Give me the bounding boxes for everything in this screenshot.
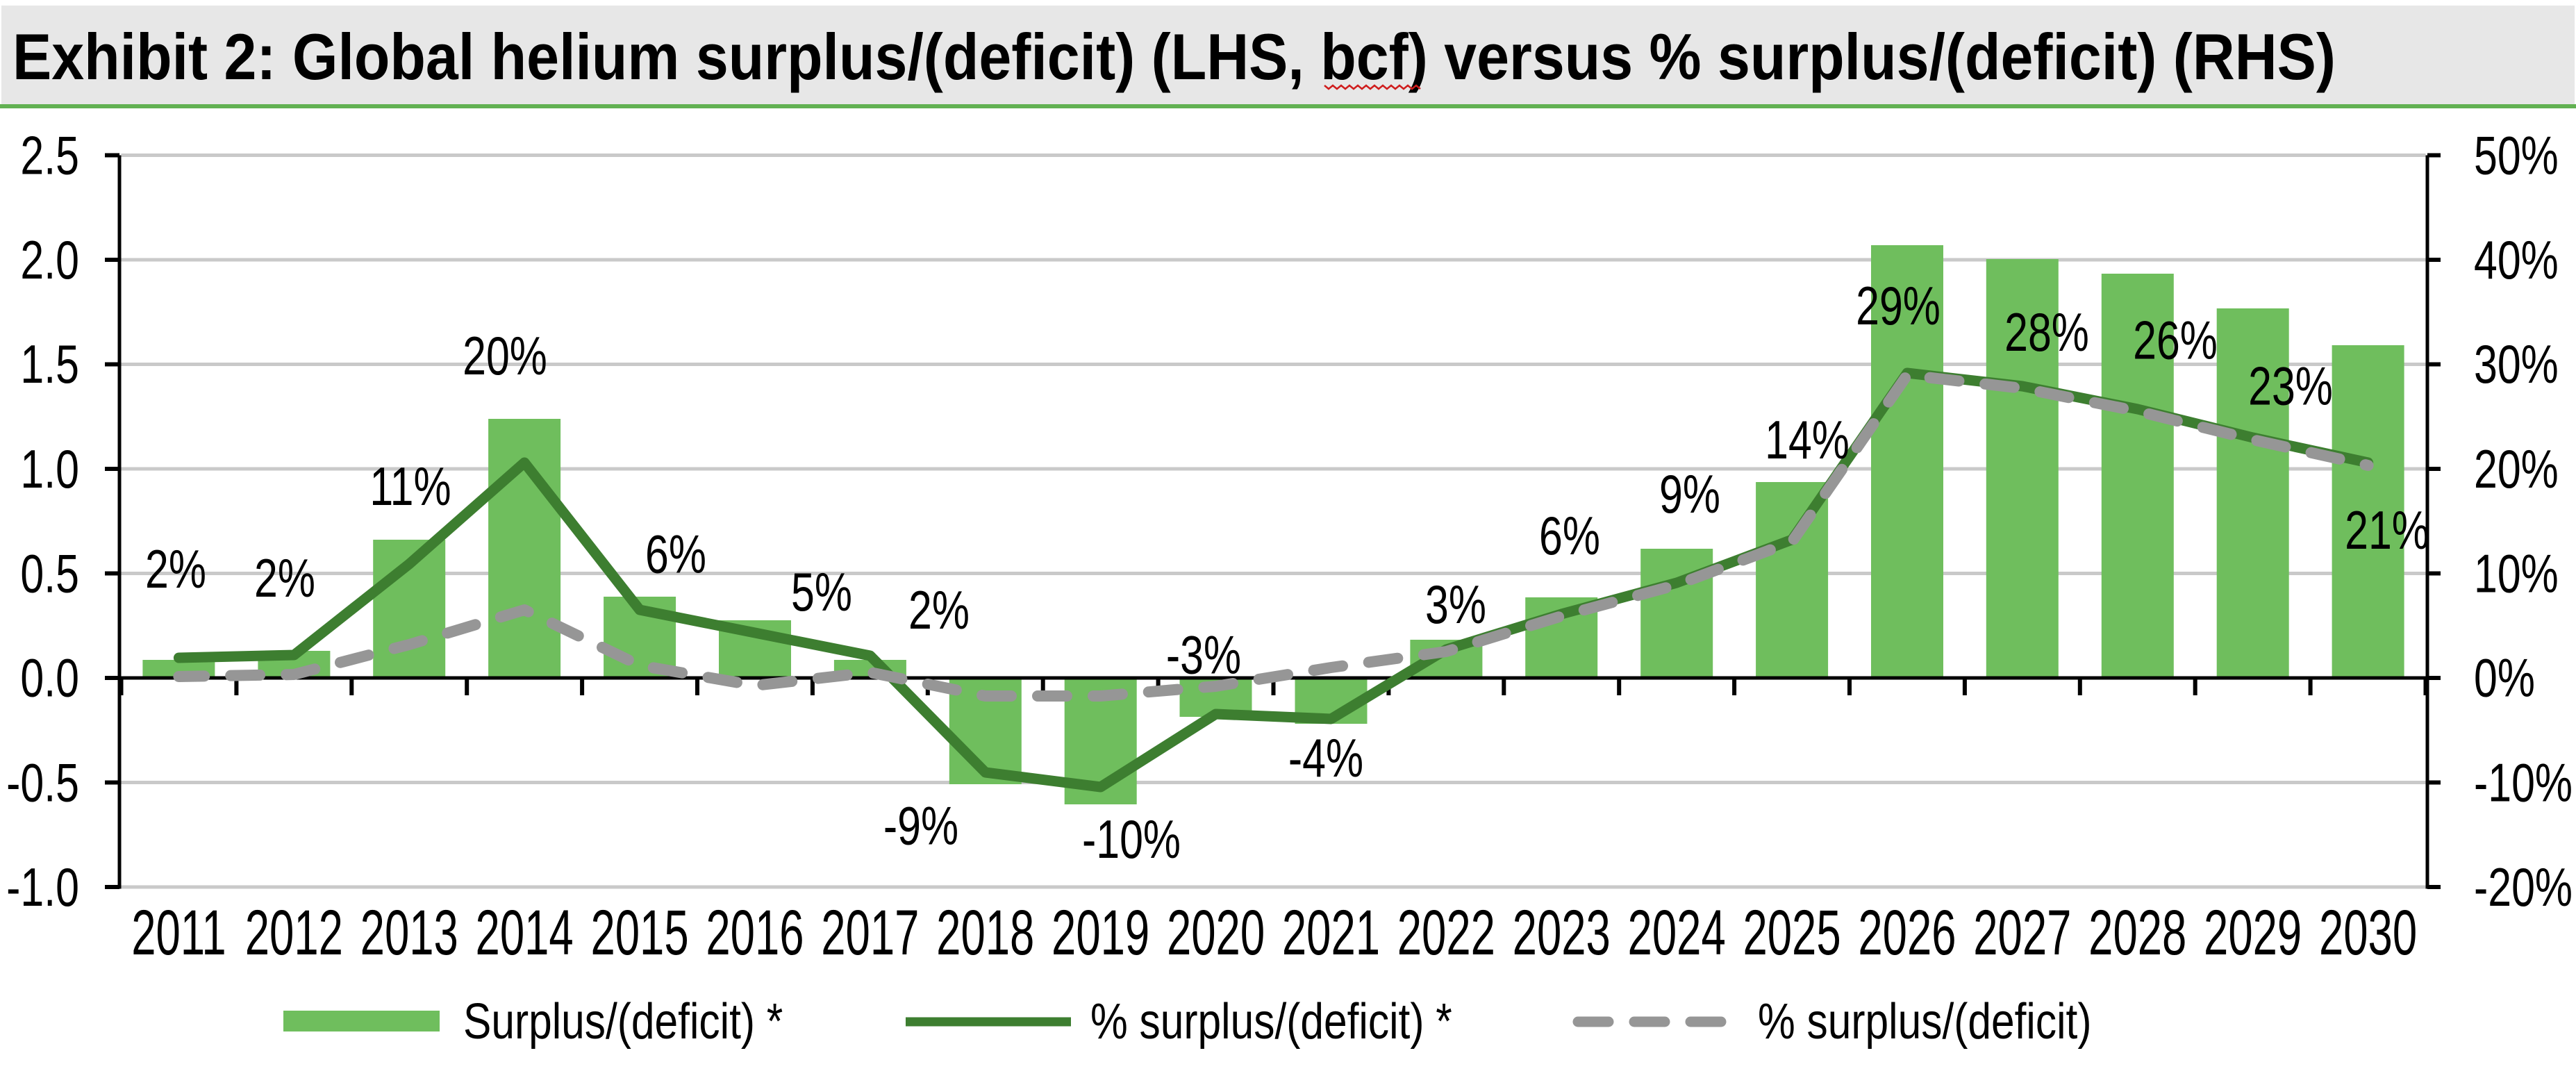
svg-text:2030: 2030 [2319,896,2417,968]
svg-text:6%: 6% [1539,506,1600,566]
svg-text:2016: 2016 [706,896,804,968]
svg-text:40%: 40% [2474,230,2559,290]
svg-text:2027: 2027 [1973,896,2071,968]
svg-text:20%: 20% [2474,439,2559,499]
svg-text:2014: 2014 [476,896,574,968]
svg-text:6%: 6% [645,524,706,585]
svg-text:21%: 21% [2345,500,2429,561]
svg-text:2023: 2023 [1513,896,1611,968]
svg-text:2024: 2024 [1628,896,1726,968]
svg-text:2012: 2012 [245,896,343,968]
svg-text:2022: 2022 [1397,896,1495,968]
svg-text:11%: 11% [369,456,451,517]
svg-text:2018: 2018 [936,896,1034,968]
svg-text:-20%: -20% [2474,857,2573,918]
svg-text:Exhibit 2: Global helium surpl: Exhibit 2: Global helium surplus/(defici… [13,20,2336,93]
svg-text:14%: 14% [1765,410,1850,470]
svg-text:2%: 2% [145,539,206,599]
svg-text:20%: 20% [463,326,547,386]
svg-text:2%: 2% [908,580,970,640]
svg-text:50%: 50% [2474,125,2559,185]
svg-text:2029: 2029 [2204,896,2302,968]
svg-text:0.5: 0.5 [20,543,79,604]
svg-text:3%: 3% [1425,574,1486,635]
svg-text:0.0: 0.0 [20,648,79,708]
svg-text:% surplus/(deficit) *: % surplus/(deficit) * [1090,994,1452,1050]
svg-text:2021: 2021 [1282,896,1380,968]
svg-text:9%: 9% [1659,464,1720,524]
svg-text:1.5: 1.5 [20,334,79,395]
svg-text:-4%: -4% [1288,728,1363,788]
svg-text:28%: 28% [2004,302,2089,363]
svg-text:2.0: 2.0 [20,230,79,290]
svg-text:10%: 10% [2474,543,2559,604]
svg-text:2017: 2017 [821,896,919,968]
svg-text:2013: 2013 [360,896,458,968]
svg-text:-9%: -9% [883,796,958,856]
svg-text:2028: 2028 [2088,896,2186,968]
svg-text:26%: 26% [2133,310,2218,371]
svg-text:-10%: -10% [1082,809,1181,870]
svg-text:-10%: -10% [2474,752,2573,813]
svg-text:30%: 30% [2474,334,2559,395]
svg-text:23%: 23% [2248,356,2333,417]
svg-text:0%: 0% [2474,648,2535,708]
svg-text:2%: 2% [254,548,315,608]
svg-text:5%: 5% [791,562,852,622]
svg-text:2011: 2011 [131,896,226,968]
svg-text:2020: 2020 [1167,896,1265,968]
svg-text:2019: 2019 [1052,896,1149,968]
svg-text:Surplus/(deficit) *: Surplus/(deficit) * [463,994,783,1050]
svg-text:-3%: -3% [1166,625,1241,686]
svg-text:29%: 29% [1856,276,1941,336]
svg-text:2026: 2026 [1858,896,1956,968]
svg-text:-1.0: -1.0 [6,857,79,918]
svg-text:2015: 2015 [590,896,688,968]
svg-text:-0.5: -0.5 [6,752,79,813]
svg-text:2.5: 2.5 [20,125,79,185]
svg-text:% surplus/(deficit): % surplus/(deficit) [1758,994,2091,1050]
svg-text:2025: 2025 [1743,896,1840,968]
svg-text:1.0: 1.0 [20,439,79,499]
